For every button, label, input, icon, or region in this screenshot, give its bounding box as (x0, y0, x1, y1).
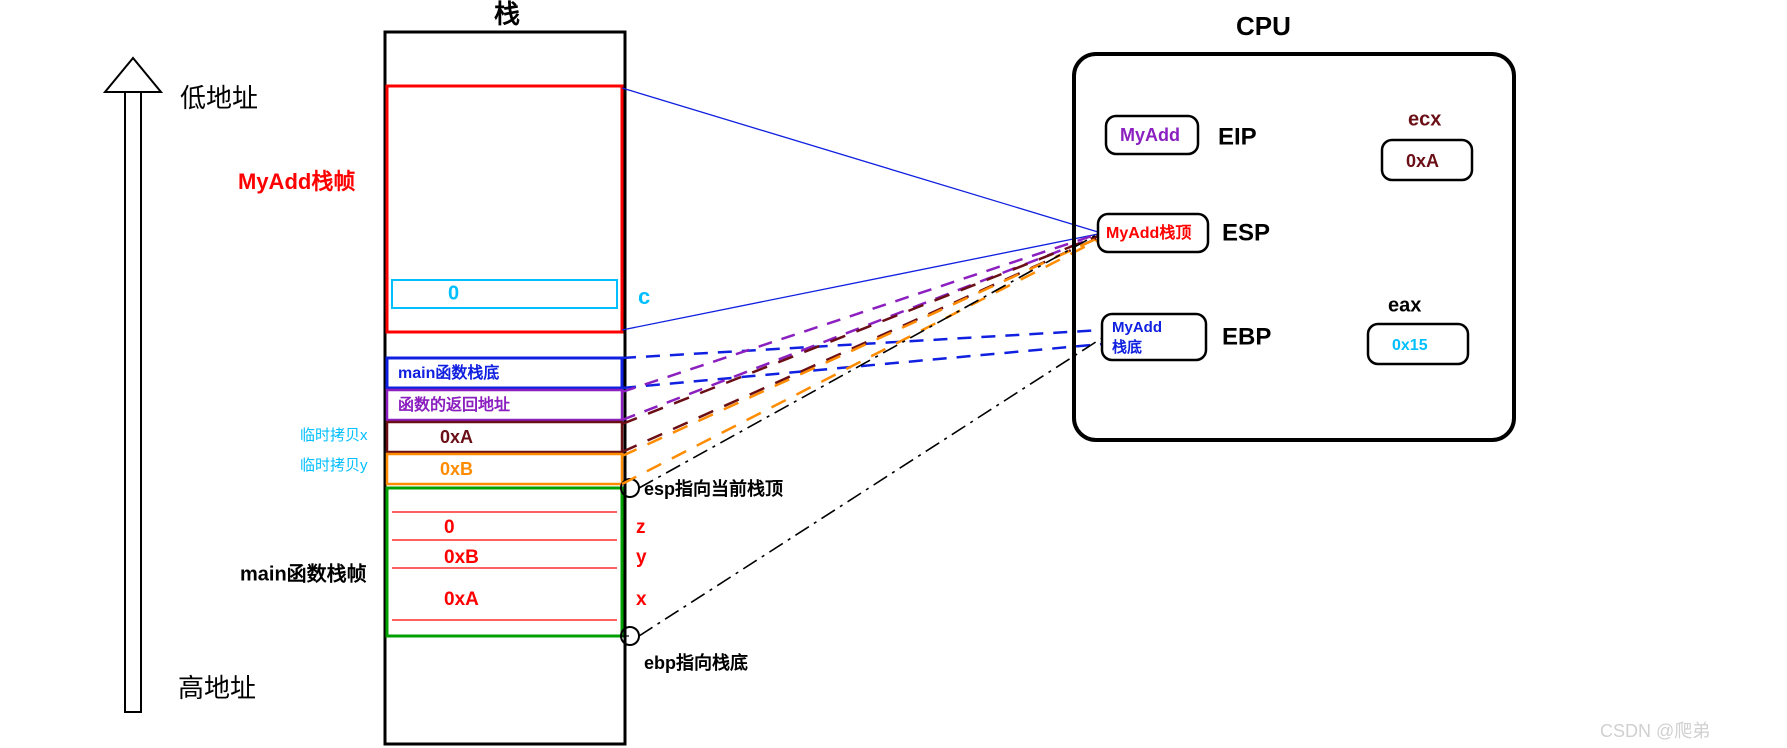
main-row-var: z (636, 517, 646, 538)
cpu-title: CPU (1236, 11, 1291, 41)
connector-esp_top (622, 88, 1098, 232)
connector-ptr_markers (639, 234, 1098, 488)
main-row-value: 0 (444, 517, 455, 538)
stack-title: 栈 (494, 0, 520, 29)
esp-value: MyAdd栈顶 (1106, 223, 1191, 242)
ebp-value1: MyAdd (1112, 319, 1162, 336)
connector-copy_vals (622, 238, 1098, 456)
eip-label: EIP (1218, 123, 1257, 150)
copy-x-left-label: 临时拷贝x (300, 427, 368, 444)
watermark: CSDN @爬弟 (1600, 721, 1710, 741)
connector-copy_vals (622, 240, 1098, 484)
c-row-rect (392, 280, 617, 308)
high-address-label: 高地址 (178, 673, 256, 703)
connector-ebp_pair (622, 344, 1102, 388)
main-row-value: 0xB (444, 547, 479, 568)
cpu-box (1074, 54, 1514, 440)
esp-label: ESP (1222, 219, 1270, 246)
arrow-shaft (125, 92, 141, 712)
ebp-marker-label: ebp指向栈底 (644, 652, 748, 673)
main-row-var: y (636, 547, 647, 568)
copy-x-rect (387, 422, 622, 452)
ecx-value: 0xA (1406, 151, 1439, 171)
ecx-label: ecx (1408, 108, 1441, 130)
myadd-frame-label: MyAdd栈帧 (238, 169, 355, 194)
connector-ret_addr (622, 234, 1098, 392)
ebp-label: EBP (1222, 323, 1271, 350)
arrow-head (105, 58, 161, 92)
esp-marker-label: esp指向当前栈顶 (644, 478, 783, 499)
copy-y-text: 0xB (440, 459, 473, 479)
c-var-label: c (638, 284, 650, 309)
saved-ebp-text: main函数栈底 (398, 363, 499, 382)
connector-copy_vals (622, 238, 1098, 452)
connector-esp_top (622, 234, 1098, 330)
main-row-var: x (636, 589, 647, 610)
eax-label: eax (1388, 294, 1421, 316)
ret-addr-text: 函数的返回地址 (398, 395, 510, 414)
copy-y-rect (387, 454, 622, 484)
c-row-value: 0 (448, 282, 459, 304)
ebp-value2: 栈底 (1112, 338, 1142, 356)
main-frame-rect (387, 488, 622, 636)
main-frame-label: main函数栈帧 (240, 561, 367, 585)
copy-y-left-label: 临时拷贝y (300, 457, 368, 474)
low-address-label: 低地址 (180, 83, 258, 113)
diagram-canvas: 低地址高地址 栈 MyAdd栈帧 0 c main函数栈底函数的返回地址 0xA 临时拷贝x 0… (0, 0, 1787, 748)
copy-x-text: 0xA (440, 427, 473, 447)
eip-value: MyAdd (1120, 125, 1180, 145)
eax-value: 0x15 (1392, 337, 1428, 354)
myadd-frame-rect (387, 86, 622, 332)
main-row-value: 0xA (444, 589, 479, 610)
connector-copy_vals (622, 236, 1098, 424)
